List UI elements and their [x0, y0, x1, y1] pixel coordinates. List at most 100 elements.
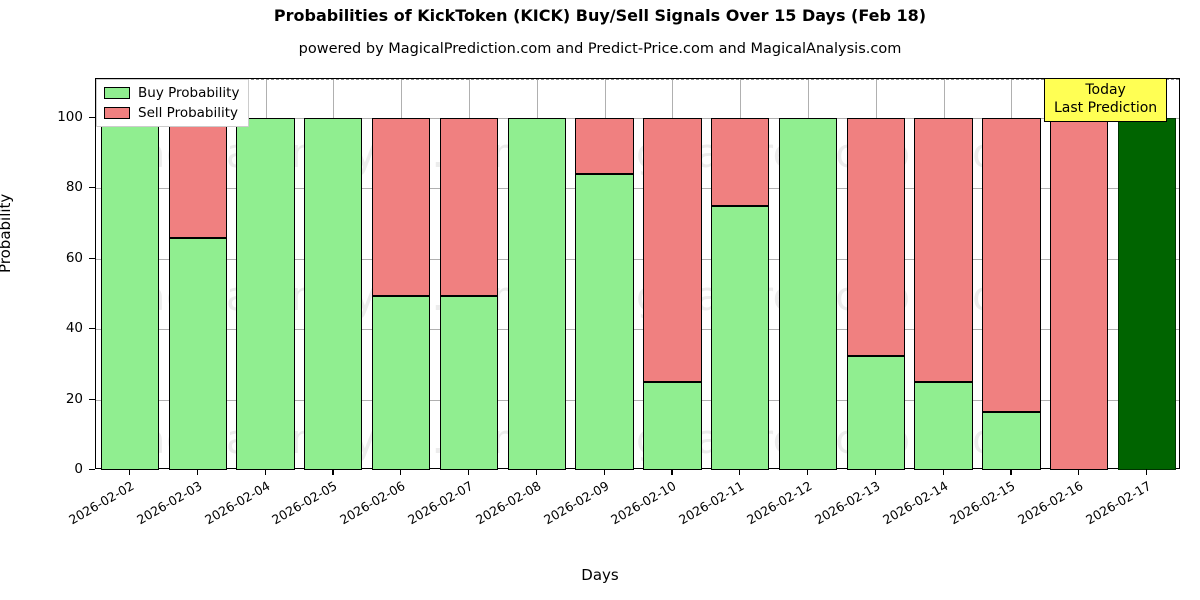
gridline-y — [96, 117, 1179, 119]
bar-segment-buy[interactable] — [575, 174, 634, 470]
bar-segment-buy[interactable] — [371, 295, 431, 470]
y-tick-label: 80 — [65, 179, 83, 196]
bar-group[interactable] — [168, 79, 227, 470]
x-tick-label: 2026-02-06 — [337, 478, 408, 528]
y-tick-label: 60 — [65, 249, 83, 266]
x-tick-label: 2026-02-16 — [1015, 478, 1086, 528]
bar-segment-buy[interactable] — [914, 381, 973, 470]
y-axis-label: Probability — [0, 193, 14, 273]
today-annotation: Today Last Prediction — [1044, 78, 1168, 122]
bar-segment-sell[interactable] — [168, 117, 227, 238]
bar-group[interactable] — [778, 79, 838, 470]
bar-group[interactable] — [304, 79, 363, 470]
bar-segment-sell[interactable] — [982, 117, 1041, 412]
bar-segment-sell[interactable] — [371, 117, 431, 296]
gridline-y — [96, 399, 1179, 401]
x-tick-label: 2026-02-07 — [405, 478, 476, 528]
legend-label-sell: Sell Probability — [138, 105, 239, 121]
bar-segment-sell[interactable] — [575, 117, 634, 175]
x-tick-mark — [467, 469, 470, 475]
gridline-y — [96, 258, 1179, 260]
bar-group[interactable] — [846, 79, 905, 470]
y-tick-label: 100 — [57, 108, 83, 125]
x-tick-label: 2026-02-13 — [811, 478, 883, 528]
plot-area: MagicalAnalysis.comMagicalPrediction.com… — [95, 78, 1180, 470]
bar-group[interactable] — [1050, 79, 1109, 470]
bar-group[interactable] — [371, 79, 431, 470]
x-tick-mark — [1010, 469, 1012, 475]
x-tick-label: 2026-02-03 — [133, 478, 205, 528]
legend-swatch-sell — [104, 107, 130, 119]
bar-group[interactable] — [1117, 79, 1177, 470]
y-tick-mark — [89, 116, 95, 118]
bar-group[interactable] — [575, 79, 634, 470]
x-tick-label: 2026-02-17 — [1083, 478, 1154, 528]
bar-group[interactable] — [982, 79, 1041, 470]
x-tick-mark — [535, 469, 537, 475]
bar-segment-sell[interactable] — [914, 117, 973, 382]
x-tick-mark — [1078, 469, 1080, 475]
x-tick-mark — [332, 469, 334, 475]
x-tick-mark — [264, 469, 266, 475]
x-tick-mark — [603, 469, 605, 475]
bar-group[interactable] — [711, 79, 770, 470]
legend-item-buy[interactable]: Buy Probability — [104, 85, 239, 101]
bar-segment-buy[interactable] — [304, 117, 363, 470]
bar-segment-buy[interactable] — [100, 117, 160, 470]
gridline-y — [96, 188, 1179, 190]
legend-label-buy: Buy Probability — [138, 85, 240, 101]
bar-segment-sell[interactable] — [439, 117, 499, 296]
x-tick-label: 2026-02-08 — [472, 478, 544, 528]
today-annotation-line1: Today — [1085, 82, 1126, 98]
bar-segment-buy[interactable] — [643, 381, 702, 470]
bar-segment-buy[interactable] — [846, 355, 905, 470]
x-tick-label: 2026-02-10 — [608, 478, 679, 528]
x-tick-mark — [942, 469, 944, 475]
chart-subtitle: powered by MagicalPrediction.com and Pre… — [298, 41, 902, 57]
y-tick-mark — [89, 328, 95, 330]
x-tick-mark — [196, 469, 198, 475]
gridline-y — [96, 329, 1179, 331]
bar-group[interactable] — [914, 79, 973, 470]
x-tick-mark — [874, 469, 877, 475]
bar-group[interactable] — [643, 79, 702, 470]
bar-segment-buy[interactable] — [778, 117, 838, 470]
legend-swatch-buy — [104, 87, 130, 99]
bar-group[interactable] — [100, 79, 160, 470]
x-axis-label: Days — [581, 566, 619, 584]
x-tick-label: 2026-02-05 — [269, 478, 340, 528]
bar-segment-buy[interactable] — [711, 205, 770, 470]
y-tick-mark — [89, 398, 95, 400]
bar-group[interactable] — [439, 79, 499, 470]
x-tick-label: 2026-02-11 — [676, 478, 747, 528]
legend-item-sell[interactable]: Sell Probability — [104, 105, 239, 121]
x-tick-label: 2026-02-09 — [540, 478, 612, 528]
y-tick-mark — [89, 187, 95, 189]
bar-segment-sell[interactable] — [846, 117, 905, 356]
reference-line — [96, 79, 1179, 80]
bar-segment-sell[interactable] — [643, 117, 702, 382]
x-tick-label: 2026-02-14 — [879, 478, 951, 528]
bar-segment-buy[interactable] — [439, 295, 499, 470]
today-annotation-line2: Last Prediction — [1054, 99, 1158, 116]
bar-segment-buy[interactable] — [236, 117, 295, 470]
bar-segment-sell[interactable] — [1050, 117, 1109, 470]
chart-legend: Buy Probability Sell Probability — [96, 79, 250, 127]
y-tick-label: 0 — [74, 461, 83, 477]
bar-segment-sell[interactable] — [711, 117, 770, 206]
bar-segment-today[interactable] — [1117, 117, 1177, 470]
y-tick-label: 20 — [65, 390, 83, 407]
bar-group[interactable] — [236, 79, 295, 470]
bar-segment-buy[interactable] — [982, 411, 1041, 470]
x-tick-mark — [807, 469, 809, 475]
bars-layer — [96, 79, 1179, 470]
y-tick-label: 40 — [65, 320, 83, 337]
x-tick-mark — [739, 469, 741, 475]
bar-segment-buy[interactable] — [507, 117, 566, 470]
chart-title: Probabilities of KickToken (KICK) Buy/Se… — [273, 6, 927, 25]
bar-group[interactable] — [507, 79, 566, 470]
bar-segment-buy[interactable] — [168, 237, 227, 470]
x-tick-mark — [1146, 469, 1148, 475]
x-tick-label: 2026-02-12 — [744, 478, 815, 528]
